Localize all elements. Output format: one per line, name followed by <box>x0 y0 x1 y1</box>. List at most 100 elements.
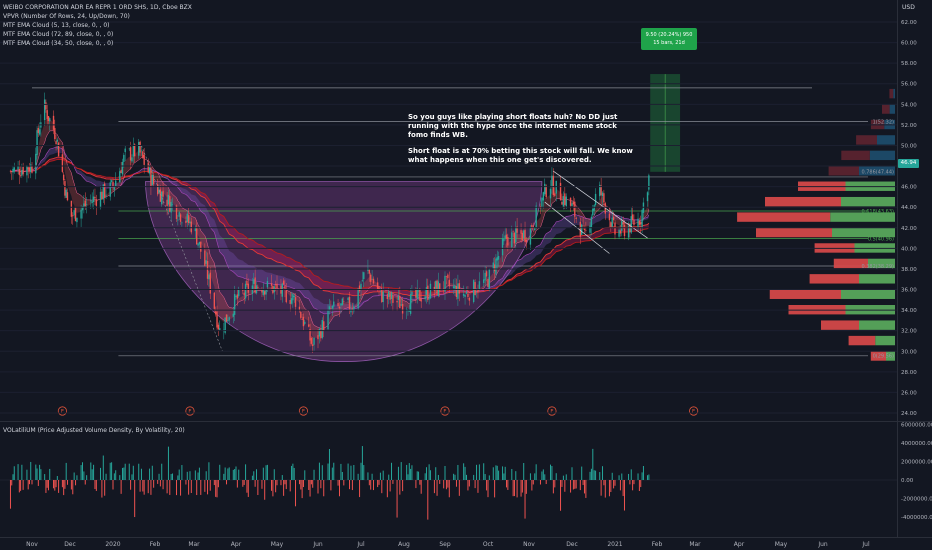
candle-body <box>358 285 361 292</box>
candle-body <box>427 285 429 300</box>
candle-body <box>501 238 504 256</box>
candle-body <box>425 287 428 295</box>
candle-body <box>415 289 417 298</box>
time-tick-label: Nov <box>523 541 535 548</box>
candle-body <box>544 183 546 195</box>
time-tick-label: May <box>271 541 284 548</box>
candle-body <box>452 286 455 288</box>
candle-body <box>236 294 239 299</box>
time-tick-label: Dec <box>566 541 578 548</box>
candle-body <box>585 229 587 231</box>
volume-profile-down-bar <box>821 320 859 330</box>
candle-body <box>341 298 344 306</box>
candle-body <box>213 292 216 309</box>
candle-body <box>49 118 51 122</box>
candle-body <box>304 321 306 324</box>
candle-body <box>81 207 84 211</box>
candle-body <box>376 282 379 290</box>
candle-body <box>435 281 437 289</box>
volume-profile-down-bar <box>889 88 894 99</box>
candle-body <box>47 116 50 121</box>
candle-body <box>187 215 190 223</box>
time-tick-label: Feb <box>150 541 161 548</box>
dashed-trendline <box>141 145 223 352</box>
candle-body <box>357 288 359 309</box>
candle-body <box>389 293 391 300</box>
legend-line-ema1: MTF EMA Cloud (5, 13, close, 0, , 0) <box>3 22 110 29</box>
candle-body <box>627 226 630 238</box>
candle-body <box>37 128 40 133</box>
candle-body <box>614 222 616 235</box>
candle-body <box>442 288 445 290</box>
candle-body <box>572 202 575 205</box>
candle-body <box>253 279 255 284</box>
annotation-para-2: Short float is at 70% betting this stock… <box>408 147 633 164</box>
candle-body <box>371 278 373 280</box>
volume-profile-up-bar <box>877 135 895 145</box>
candle-body <box>142 151 144 158</box>
candle-body <box>407 310 409 312</box>
candle-body <box>217 324 220 330</box>
candle-body <box>261 289 263 293</box>
candle-body <box>487 278 489 288</box>
candle-body <box>72 215 74 217</box>
candle-body <box>551 175 553 188</box>
volatility-legend: VOLatiliUM (Price Adjusted Volume Densit… <box>3 427 185 434</box>
candle-body <box>436 280 438 295</box>
candle-body <box>312 344 314 346</box>
time-tick-label: Mar <box>188 541 200 548</box>
candle-body <box>444 275 446 292</box>
candle-body <box>521 232 524 241</box>
candle-body <box>95 199 98 206</box>
candle-body <box>503 238 505 242</box>
volume-profile-down-bar <box>848 335 876 346</box>
candle-body <box>140 150 143 152</box>
candle-body <box>264 291 266 295</box>
candle-body <box>571 203 573 207</box>
candle-body <box>524 229 526 242</box>
candle-body <box>152 176 155 185</box>
candle-body <box>198 241 201 245</box>
candle-body <box>337 303 339 307</box>
candle-body <box>416 288 418 299</box>
volume-profile-up-bar <box>841 289 895 299</box>
candle-body <box>91 201 93 203</box>
candle-body <box>603 193 605 203</box>
candle-body <box>289 300 291 304</box>
candle-body <box>515 226 517 243</box>
candle-body <box>151 174 153 186</box>
candle-body <box>309 329 311 341</box>
candle-body <box>66 192 69 201</box>
fib-level-label: 0(29.56) <box>873 354 894 360</box>
candle-body <box>579 221 582 237</box>
ema-13-line <box>10 130 650 330</box>
candle-body <box>612 216 615 221</box>
candle-body <box>408 311 410 312</box>
candle-body <box>399 295 401 309</box>
volume-profile-down-bar <box>737 212 831 222</box>
candle-body <box>611 217 613 227</box>
candle-body <box>38 129 41 135</box>
candle-body <box>189 221 191 224</box>
candle-body <box>327 310 329 330</box>
candle-body <box>529 227 532 245</box>
candle-body <box>178 212 180 217</box>
volume-profile-down-bar <box>828 166 859 176</box>
candle-body <box>523 230 525 239</box>
legend-line-vpvr: VPVR (Number Of Rows, 24, Up/Down, 70) <box>3 13 130 20</box>
price-tick-label: 36.00 <box>901 288 917 294</box>
price-tick-label: 42.00 <box>901 226 917 232</box>
candle-body <box>590 216 593 227</box>
candle-body <box>171 203 174 205</box>
price-tick-label: 46.00 <box>901 185 917 191</box>
candle-body <box>18 168 21 176</box>
candle-body <box>185 220 187 224</box>
volume-profile-down-bar <box>856 135 877 145</box>
candle-body <box>608 213 611 221</box>
candle-body <box>30 164 32 173</box>
candle-body <box>439 283 441 291</box>
candle-body <box>363 272 365 280</box>
time-tick-label: Feb <box>652 541 663 548</box>
target-badge: 9.50 (20.24%) 950 15 bars, 21d <box>641 28 697 50</box>
volume-profile-up-bar <box>893 88 895 99</box>
